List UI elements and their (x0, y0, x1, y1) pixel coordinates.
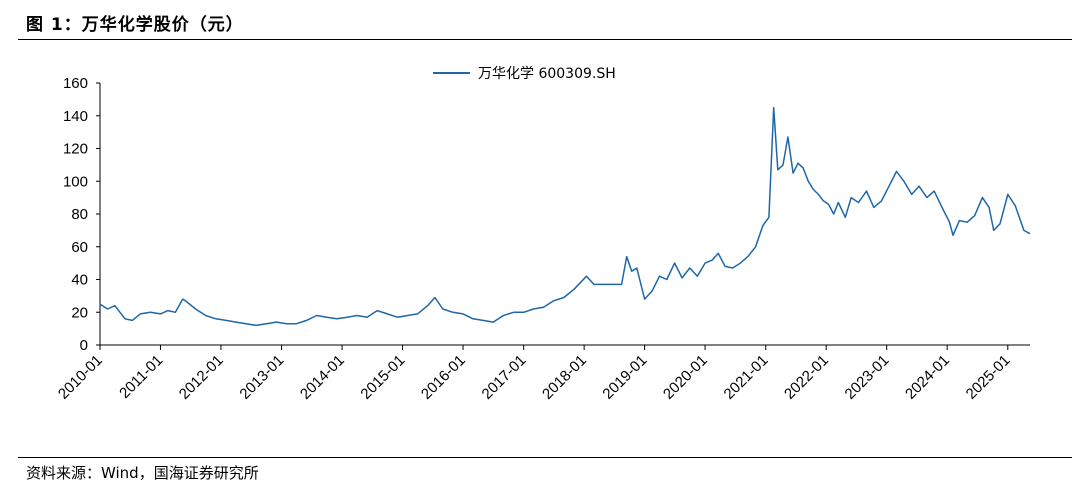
y-tick-label: 60 (71, 239, 88, 256)
y-tick-label: 40 (71, 272, 88, 289)
y-tick-label: 20 (71, 304, 88, 321)
y-tick-label: 80 (71, 206, 88, 223)
y-tick-label: 140 (63, 108, 88, 125)
x-tick-label: 2017-01 (479, 352, 530, 403)
x-tick-label: 2015-01 (357, 352, 408, 403)
y-axis: 0 20 40 60 80 100 120 140 160 (63, 75, 101, 354)
legend: 万华化学 600309.SH (433, 66, 616, 82)
source-note: 资料来源：Wind，国海证券研究所 (26, 464, 259, 482)
y-tick-label: 0 (80, 337, 88, 354)
x-tick-label: 2013-01 (236, 352, 287, 403)
x-tick-label: 2012-01 (176, 352, 227, 403)
y-tick-label: 120 (63, 141, 88, 158)
price-line (99, 106, 1031, 327)
x-tick-label: 2021-01 (721, 352, 772, 403)
x-tick-label: 2019-01 (599, 352, 650, 403)
y-tick-label: 100 (63, 173, 88, 190)
x-tick-label: 2025-01 (963, 352, 1014, 403)
x-tick-label: 2023-01 (842, 352, 893, 403)
x-tick-label: 2018-01 (539, 352, 590, 403)
x-tick-label: 2010-01 (55, 352, 106, 403)
x-tick-label: 2016-01 (418, 352, 469, 403)
x-tick-label: 2024-01 (902, 352, 953, 403)
x-tick-label: 2020-01 (660, 352, 711, 403)
x-tick-label: 2022-01 (781, 352, 832, 403)
x-tick-label: 2014-01 (297, 352, 348, 403)
top-divider (18, 39, 1072, 40)
y-tick-label: 160 (63, 75, 88, 92)
x-axis: 2010-01 2011-01 2012-01 2013-01 2014-01 2015-… (55, 344, 1030, 403)
figure-title: 图 1：万华化学股价（元） (26, 15, 244, 35)
x-tick-label: 2011-01 (116, 352, 166, 402)
legend-label: 万华化学 600309.SH (478, 66, 616, 82)
bottom-divider (18, 457, 1072, 458)
